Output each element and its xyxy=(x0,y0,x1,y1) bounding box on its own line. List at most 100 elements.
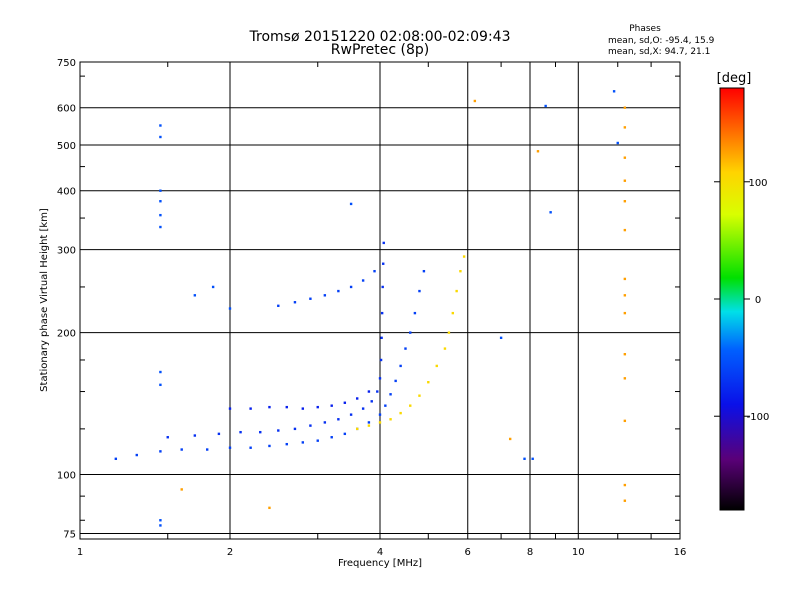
data-point xyxy=(249,407,252,410)
data-point xyxy=(544,104,547,108)
data-point xyxy=(309,297,312,300)
data-point xyxy=(337,289,340,293)
data-point xyxy=(285,405,288,409)
data-point xyxy=(228,446,232,449)
data-point xyxy=(404,347,407,350)
data-point xyxy=(373,269,376,273)
data-point xyxy=(228,407,232,410)
x-tick-label: 8 xyxy=(527,547,533,558)
data-point xyxy=(378,413,382,416)
x-tick-label: 1 xyxy=(77,547,83,558)
data-point xyxy=(382,241,385,245)
data-point xyxy=(309,424,312,427)
data-point xyxy=(427,381,430,384)
data-point xyxy=(623,419,627,423)
data-point xyxy=(399,364,402,368)
data-point xyxy=(159,450,162,453)
data-point xyxy=(623,377,627,380)
data-point xyxy=(531,457,534,461)
chart-subtitle: RwPretec (8p) xyxy=(331,42,429,58)
data-point xyxy=(473,99,477,103)
y-tick-label: 100 xyxy=(57,471,76,482)
data-point xyxy=(301,441,305,444)
data-point xyxy=(301,407,305,410)
data-point xyxy=(376,390,379,393)
data-point xyxy=(623,228,627,232)
data-point xyxy=(451,311,455,315)
data-point xyxy=(159,519,162,522)
data-point xyxy=(367,424,371,427)
colorbar-tick-label: 100 xyxy=(748,178,767,189)
x-tick-label: 6 xyxy=(465,547,471,558)
data-point xyxy=(323,421,327,424)
data-point xyxy=(382,262,385,265)
data-point xyxy=(612,90,616,93)
data-point xyxy=(277,304,280,308)
data-point xyxy=(418,394,421,397)
data-point xyxy=(381,285,384,289)
data-point xyxy=(418,289,421,293)
data-point xyxy=(293,301,297,304)
data-point xyxy=(623,179,627,182)
data-point xyxy=(159,524,162,527)
data-point xyxy=(159,213,162,217)
data-point xyxy=(259,430,262,434)
data-point xyxy=(623,311,627,315)
data-point xyxy=(330,404,333,407)
data-point xyxy=(159,383,162,387)
data-point xyxy=(193,434,197,437)
data-point xyxy=(389,393,392,396)
data-point xyxy=(623,126,627,129)
data-point xyxy=(159,124,162,127)
y-tick-label: 600 xyxy=(57,104,76,115)
y-tick-label: 750 xyxy=(57,58,76,69)
y-tick-labels: 75 100 200 300 400 500 600 750 xyxy=(57,58,76,540)
data-point xyxy=(355,427,359,431)
data-point xyxy=(268,506,271,510)
x-axis-label: Frequency [MHz] xyxy=(338,558,422,569)
data-point xyxy=(508,437,512,441)
legend-o-mode: mean, sd,O: -95.4, 15.9 xyxy=(608,36,715,46)
data-point xyxy=(268,405,271,409)
data-point xyxy=(447,331,451,334)
data-point xyxy=(623,277,627,281)
data-point xyxy=(499,336,503,340)
grid-lines xyxy=(80,62,680,539)
data-point xyxy=(277,429,280,432)
data-points xyxy=(114,90,627,527)
data-point xyxy=(193,294,197,297)
data-point xyxy=(114,457,118,461)
data-point xyxy=(361,279,365,282)
y-tick-label: 300 xyxy=(57,246,76,257)
data-point xyxy=(435,364,438,368)
x-tick-labels: 1 2 4 6 8 10 16 xyxy=(77,547,687,558)
data-point xyxy=(623,294,627,297)
data-point xyxy=(285,442,288,446)
data-point xyxy=(378,377,382,380)
x-tick-label: 10 xyxy=(572,547,585,558)
data-point xyxy=(623,483,627,487)
data-point xyxy=(379,358,383,362)
data-point xyxy=(293,427,297,431)
data-point xyxy=(380,336,383,340)
x-tick-label: 4 xyxy=(377,547,383,558)
y-tick-label: 75 xyxy=(63,529,76,540)
data-point xyxy=(367,421,371,424)
data-point xyxy=(268,444,271,448)
data-point xyxy=(355,397,359,400)
data-point xyxy=(523,457,526,461)
data-point xyxy=(399,411,402,415)
data-point xyxy=(616,141,619,145)
colorbar-tick-label: 0 xyxy=(755,295,761,306)
data-point xyxy=(159,189,162,192)
data-point xyxy=(343,401,347,404)
data-point xyxy=(337,418,340,421)
data-point xyxy=(316,439,319,442)
data-point xyxy=(462,255,466,258)
data-point xyxy=(159,370,162,374)
data-point xyxy=(166,436,169,439)
data-point xyxy=(623,353,627,356)
legend-x-mode: mean, sd,X: 94.7, 21.1 xyxy=(608,47,710,57)
y-tick-label: 200 xyxy=(57,329,76,340)
